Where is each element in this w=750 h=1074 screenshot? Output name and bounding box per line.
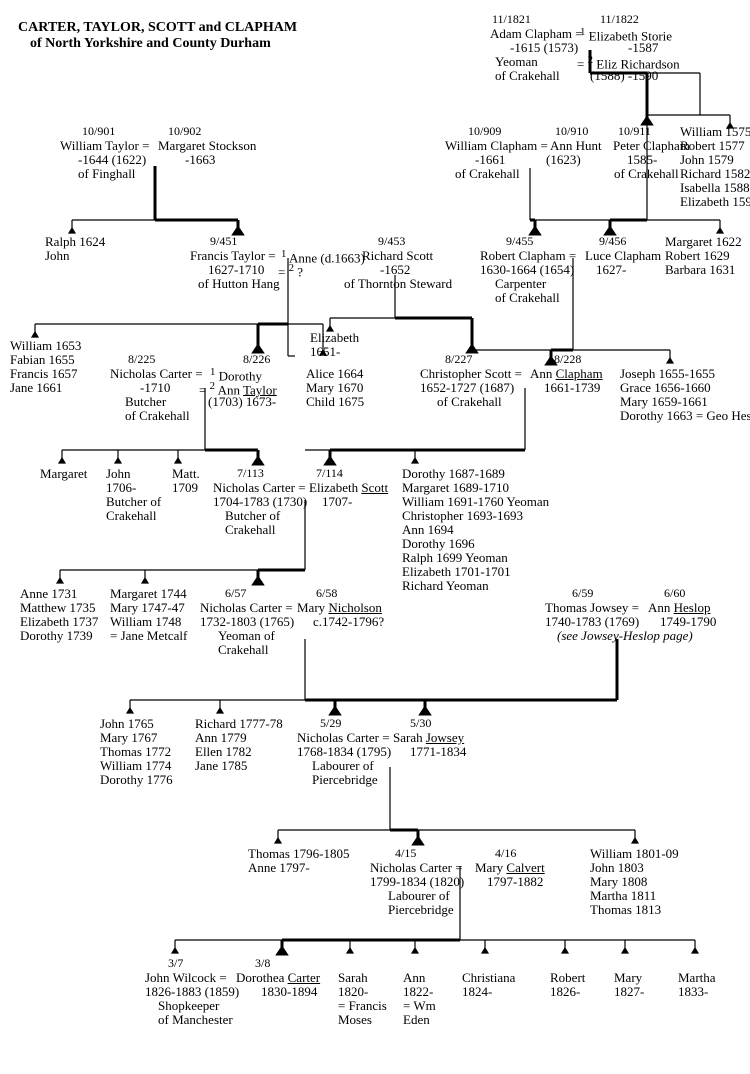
- dates: 1661-1739: [544, 380, 600, 396]
- dates: 1651-: [310, 344, 340, 360]
- loc: Crakehall: [225, 522, 276, 538]
- dates: 1707-: [322, 494, 352, 510]
- child: Richard Yeoman: [402, 578, 489, 594]
- child: Anne 1797-: [248, 860, 310, 876]
- ref: 6/58: [316, 586, 337, 600]
- ref: 3/7: [168, 956, 183, 970]
- dates: 1830-1894: [261, 984, 317, 1000]
- ref: 3/8: [255, 956, 270, 970]
- child: Barbara 1631: [665, 262, 735, 278]
- ref: 4/16: [495, 846, 516, 860]
- loc: of Crakehall: [614, 166, 679, 182]
- ref: 11/1821: [492, 12, 531, 26]
- child: Jane 1785: [195, 758, 247, 774]
- ref: 4/15: [395, 846, 416, 860]
- dates: 1827-: [614, 984, 644, 1000]
- loc: Piercebridge: [388, 902, 454, 918]
- title-line1: CARTER, TAYLOR, SCOTT and CLAPHAM: [18, 20, 297, 36]
- ref: 9/455: [506, 234, 533, 248]
- child: Dorothy 1776: [100, 772, 173, 788]
- loc: of Thornton Steward: [344, 276, 452, 292]
- loc: Crakehall: [218, 642, 269, 658]
- ref: 5/29: [320, 716, 341, 730]
- child: = Jane Metcalf: [110, 628, 187, 644]
- see-note: (see Jowsey-Heslop page): [557, 628, 693, 644]
- dates: 1627-: [596, 262, 626, 278]
- ref: 10/909: [468, 124, 501, 138]
- loc: of Crakehall: [495, 290, 560, 306]
- child: Thomas 1813: [590, 902, 661, 918]
- dates: 1824-: [462, 984, 492, 1000]
- loc: of Crakehall: [495, 68, 560, 84]
- ref: 11/1822: [600, 12, 639, 26]
- ref: 10/910: [555, 124, 588, 138]
- dates: (1588) -1590: [590, 68, 658, 84]
- child: Dorothy 1739: [20, 628, 93, 644]
- ref: 9/453: [378, 234, 405, 248]
- loc: of Hutton Hang: [198, 276, 280, 292]
- person: = 2 ?: [278, 262, 303, 280]
- ref: 6/60: [664, 586, 685, 600]
- child: Child 1675: [306, 394, 364, 410]
- ref: 10/911: [618, 124, 651, 138]
- dates: 1797-1882: [487, 874, 543, 890]
- dates: 1826-: [550, 984, 580, 1000]
- ref: 7/113: [237, 466, 264, 480]
- ref: 8/225: [128, 352, 155, 366]
- ref: 9/456: [599, 234, 626, 248]
- ref: 7/114: [316, 466, 343, 480]
- dates: 1833-: [678, 984, 708, 1000]
- dates: 1771-1834: [410, 744, 466, 760]
- ref: 8/226: [243, 352, 270, 366]
- loc: of Crakehall: [437, 394, 502, 410]
- ref: 8/228: [554, 352, 581, 366]
- child: Margaret: [40, 466, 87, 482]
- loc: Piercebridge: [312, 772, 378, 788]
- ref: 5/30: [410, 716, 431, 730]
- dates: c.1742-1796?: [313, 614, 384, 630]
- ref: 10/901: [82, 124, 115, 138]
- loc: Crakehall: [106, 508, 157, 524]
- loc: of Finghall: [78, 166, 135, 182]
- child: John: [45, 248, 70, 264]
- dates: (1623): [546, 152, 581, 168]
- dates: (1703) 1673-: [208, 394, 276, 410]
- ref: 6/57: [225, 586, 246, 600]
- dates: -1663: [185, 152, 215, 168]
- child: Jane 1661: [10, 380, 62, 396]
- loc: of Crakehall: [125, 408, 190, 424]
- title-line2: of North Yorkshire and County Durham: [30, 36, 271, 52]
- ref: 9/451: [210, 234, 237, 248]
- sp: Eden: [403, 1012, 430, 1028]
- child: Dorothy 1663 = Geo Heslop: [620, 408, 750, 424]
- child: Elizabeth 1590: [680, 194, 750, 210]
- ref: 6/59: [572, 586, 593, 600]
- sp: Moses: [338, 1012, 372, 1028]
- ref: 10/902: [168, 124, 201, 138]
- loc: of Crakehall: [455, 166, 520, 182]
- loc: of Manchester: [158, 1012, 233, 1028]
- dates: 1709: [172, 480, 198, 496]
- ref: 8/227: [445, 352, 472, 366]
